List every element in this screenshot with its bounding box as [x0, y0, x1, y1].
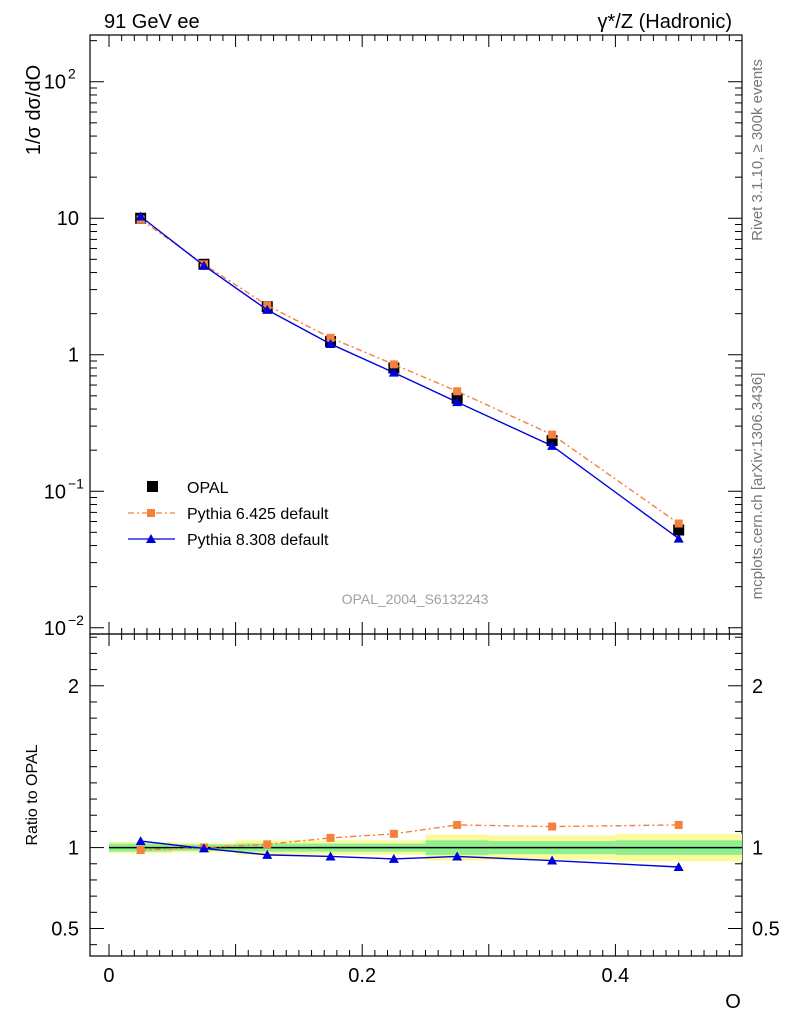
y-tick-label: 10	[44, 72, 66, 94]
series-line	[140, 215, 680, 540]
ratio-point	[263, 840, 272, 849]
legend-opal-label: OPAL	[187, 480, 229, 497]
data-point	[546, 435, 558, 447]
ratio-frame	[89, 633, 743, 957]
data-point	[326, 333, 335, 342]
y-tick-label: 1	[68, 345, 79, 367]
x-tick-label: 0.4	[601, 965, 629, 987]
mcplots-label: mcplots.cern.ch [arXiv:1306.3436]	[749, 373, 766, 600]
ratio-point	[388, 853, 399, 863]
analysis-watermark: OPAL_2004_S6132243	[342, 591, 489, 607]
data-point	[674, 519, 683, 528]
ratio-y-tick-label-right: 1	[752, 838, 763, 860]
data-point	[673, 533, 684, 543]
upper-y-axis-label: 1/σ dσ/dO	[23, 65, 45, 155]
y-tick-exponent: 2	[68, 66, 76, 82]
ratio-y-tick-label-right: 0.5	[752, 918, 780, 940]
data-point	[548, 430, 557, 439]
ratio-point	[673, 862, 684, 872]
data-point	[452, 397, 463, 407]
data-point	[389, 360, 398, 369]
ratio-point	[325, 851, 336, 861]
y-tick-label: 10	[44, 618, 66, 640]
data-point	[388, 367, 399, 377]
x-tick-label: 0.2	[348, 965, 376, 987]
y-tick-exponent: −1	[68, 475, 84, 491]
legend: OPAL Pythia 6.425 default Pythia 8.308 d…	[128, 480, 329, 549]
y-tick-label: 10	[44, 481, 66, 503]
legend-pythia6-label: Pythia 6.425 default	[187, 506, 329, 523]
ratio-point	[389, 829, 398, 838]
rivet-version-label: Rivet 3.1.10, ≥ 300k events	[749, 59, 766, 241]
ratio-point	[453, 820, 462, 829]
ratio-point	[326, 833, 335, 842]
legend-opal-marker	[147, 481, 158, 492]
ratio-point	[547, 855, 558, 865]
y-tick-label: 10	[57, 208, 79, 230]
ratio-y-tick-label-right: 2	[752, 676, 763, 698]
header-right: γ*/Z (Hadronic)	[598, 11, 732, 33]
ratio-point	[452, 851, 463, 861]
ratio-point	[198, 843, 209, 853]
series-line	[140, 218, 680, 525]
data-point	[547, 440, 558, 450]
ratio-y-tick-label: 1	[68, 838, 79, 860]
data-point	[673, 524, 685, 536]
ratio-y-axis-label: Ratio to OPAL	[24, 744, 41, 845]
ratio-y-tick-label: 0.5	[51, 918, 79, 940]
ratio-point	[674, 820, 683, 829]
y-tick-exponent: −2	[68, 612, 84, 628]
ratio-point	[135, 836, 146, 846]
ratio-point	[136, 846, 145, 855]
ratio-point	[548, 822, 557, 831]
data-point	[453, 387, 462, 396]
ratio-line	[140, 824, 679, 851]
ratio-point	[262, 849, 273, 859]
header-left: 91 GeV ee	[104, 11, 200, 33]
ratio-line	[140, 840, 679, 868]
data-point	[325, 338, 336, 348]
legend-pythia8-marker	[146, 534, 156, 543]
x-tick-label: 0	[103, 965, 114, 987]
data-point	[262, 304, 273, 314]
ratio-y-tick-label: 2	[68, 676, 79, 698]
legend-pythia6-marker	[147, 509, 155, 517]
ratio-panel: 0 0.2 0.4 0.5 0.5 1 1 2 2	[51, 633, 780, 987]
legend-pythia8-label: Pythia 8.308 default	[187, 532, 329, 549]
x-axis-label: O	[725, 991, 741, 1013]
data-point	[198, 260, 209, 270]
data-point	[135, 211, 146, 221]
